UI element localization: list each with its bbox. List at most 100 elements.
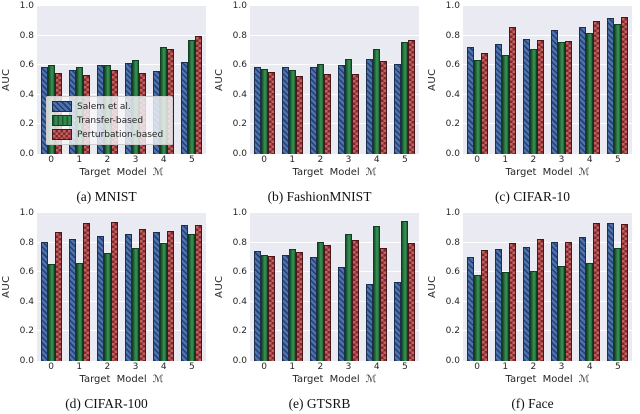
y-tick-label: 0.2 <box>232 326 247 337</box>
bar-group-m5 <box>181 213 203 361</box>
bar-perturbation-based-m1 <box>82 223 90 361</box>
bar-group-m5 <box>607 6 629 154</box>
bar-group-m5 <box>607 213 629 361</box>
gridline <box>37 34 206 36</box>
x-tick-labels: 0 1 2 3 4 5 <box>463 155 632 166</box>
legend-row: Transfer-based <box>52 115 163 126</box>
bar-group-m3 <box>125 213 147 361</box>
bar-perturbation-based-m1 <box>508 27 516 154</box>
bar-perturbation-based-m0 <box>480 52 488 154</box>
x-tick-label-5: 5 <box>401 155 408 165</box>
bar-salem-et-al-m0 <box>466 47 474 154</box>
x-tick-label-2: 2 <box>317 362 324 372</box>
y-tick-label: 0.6 <box>232 267 247 278</box>
legend-label-transfer-based: Transfer-based <box>77 115 144 126</box>
x-axis-label: Target Model ℳ <box>79 374 164 385</box>
x-tick-label-4: 4 <box>586 155 593 165</box>
bar-perturbation-based-m3 <box>565 241 573 361</box>
bar-transfer-based-m1 <box>288 248 296 361</box>
bar-group-m0 <box>253 213 275 361</box>
bar-salem-et-al-m3 <box>551 241 559 361</box>
y-tick-label: 0.8 <box>19 30 34 41</box>
bar-group-m1 <box>281 213 303 361</box>
legend-row: Perturbation-based <box>52 129 163 140</box>
bar-group-m1 <box>281 6 303 154</box>
bar-group-m2 <box>309 213 331 361</box>
x-tick-label-5: 5 <box>188 362 195 372</box>
y-tick-label: 0.8 <box>445 30 460 41</box>
subplot-caption-f: (f) Face <box>511 396 554 411</box>
gridline <box>37 64 206 66</box>
y-tick-label: 0.0 <box>19 149 34 159</box>
bar-salem-et-al-m2 <box>522 247 530 361</box>
y-tick-labels: 0.0 0.2 0.4 0.6 0.8 1.0 <box>439 208 463 366</box>
x-tick-label-3: 3 <box>132 362 139 372</box>
bar-perturbation-based-m5 <box>621 17 629 154</box>
gridline <box>463 34 632 36</box>
bar-salem-et-al-m1 <box>281 255 289 361</box>
y-tick-label: 0.6 <box>19 267 34 278</box>
bar-group-m3 <box>551 213 573 361</box>
subplot-f-face: AUC 0.0 0.2 0.4 0.6 0.8 1.0 0 1 2 3 4 5 Target Model … <box>426 207 639 414</box>
bar-salem-et-al-m1 <box>494 44 502 154</box>
bar-transfer-based-m5 <box>614 247 622 361</box>
plot-area <box>250 6 419 154</box>
bar-group-m5 <box>394 6 416 154</box>
x-tick-label-1: 1 <box>76 362 83 372</box>
bar-perturbation-based-m4 <box>593 222 601 361</box>
x-tick-label-2: 2 <box>104 362 111 372</box>
bar-perturbation-based-m2 <box>323 244 331 361</box>
bar-salem-et-al-m3 <box>338 267 346 361</box>
y-tick-label: 0.8 <box>232 237 247 248</box>
subplot-caption-b: (b) FashionMNIST <box>267 189 372 204</box>
gridline <box>250 123 419 125</box>
y-tick-label: 0.6 <box>445 60 460 71</box>
legend-swatch-salem-et-al <box>52 101 72 112</box>
y-tick-label: 0.0 <box>232 149 247 159</box>
x-tick-label-4: 4 <box>373 155 380 165</box>
x-tick-label-0: 0 <box>48 362 54 372</box>
gridline <box>463 93 632 95</box>
gridline <box>37 93 206 95</box>
bar-transfer-based-m0 <box>260 68 268 154</box>
subplot-b-fashionmnist: AUC 0.0 0.2 0.4 0.6 0.8 1.0 0 1 2 3 4 5 Target Model … <box>213 0 426 207</box>
x-tick-label-0: 0 <box>48 155 54 165</box>
bar-perturbation-based-m3 <box>352 74 360 154</box>
plot-area <box>463 213 632 361</box>
bar-group-m4 <box>366 6 388 154</box>
gridline <box>463 241 632 243</box>
bar-perturbation-based-m2 <box>536 40 544 154</box>
bar-salem-et-al-m4 <box>153 231 161 361</box>
legend-swatch-transfer-based <box>52 115 72 126</box>
gridline <box>463 64 632 66</box>
bar-group-m2 <box>309 6 331 154</box>
bar-salem-et-al-m5 <box>607 223 615 361</box>
bar-salem-et-al-m3 <box>551 29 559 154</box>
bar-transfer-based-m4 <box>373 48 381 154</box>
x-tick-label-0: 0 <box>261 362 267 372</box>
bar-transfer-based-m4 <box>373 226 381 361</box>
bar-salem-et-al-m4 <box>366 58 374 154</box>
gridline <box>463 300 632 302</box>
y-tick-label: 0.2 <box>445 326 460 337</box>
bar-perturbation-based-m5 <box>195 35 203 154</box>
x-tick-label-1: 1 <box>502 362 509 372</box>
x-tick-label-0: 0 <box>474 362 480 372</box>
x-tick-label-5: 5 <box>614 155 621 165</box>
gridline <box>37 271 206 273</box>
gridline <box>250 241 419 243</box>
legend: Salem et al. Transfer-based Perturbation-b… <box>46 96 174 145</box>
bar-salem-et-al-m5 <box>394 64 402 154</box>
y-tick-label: 1.0 <box>232 1 247 11</box>
gridline <box>250 93 419 95</box>
bar-transfer-based-m3 <box>345 59 353 154</box>
bar-transfer-based-m2 <box>529 48 537 154</box>
bar-perturbation-based-m3 <box>352 240 360 361</box>
y-tick-label: 0.6 <box>232 60 247 71</box>
bar-perturbation-based-m4 <box>380 247 388 361</box>
bar-group-m4 <box>366 213 388 361</box>
x-tick-labels: 0 1 2 3 4 5 <box>250 362 419 373</box>
bar-transfer-based-m1 <box>501 54 509 154</box>
bar-group-m4 <box>579 6 601 154</box>
